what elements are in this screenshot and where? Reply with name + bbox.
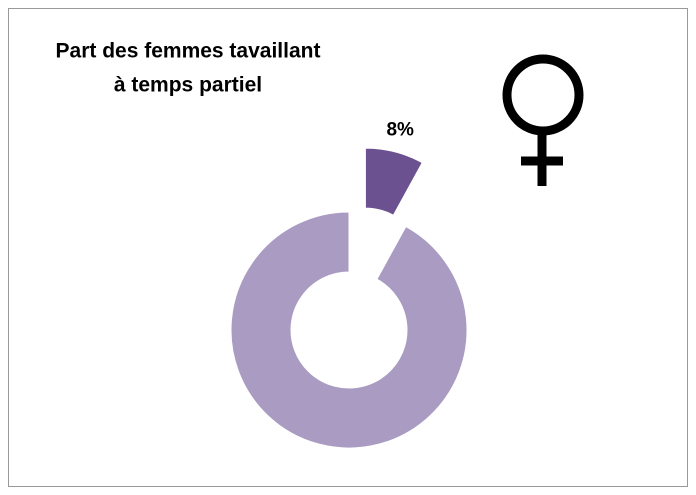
pie-slice: [364, 147, 423, 216]
chart-title: Part des femmes tavaillant: [56, 40, 321, 63]
data-label: 8%: [386, 119, 414, 140]
female-symbol: [502, 54, 584, 186]
pie-slice: [230, 211, 468, 449]
chart-title: à temps partiel: [114, 74, 262, 97]
